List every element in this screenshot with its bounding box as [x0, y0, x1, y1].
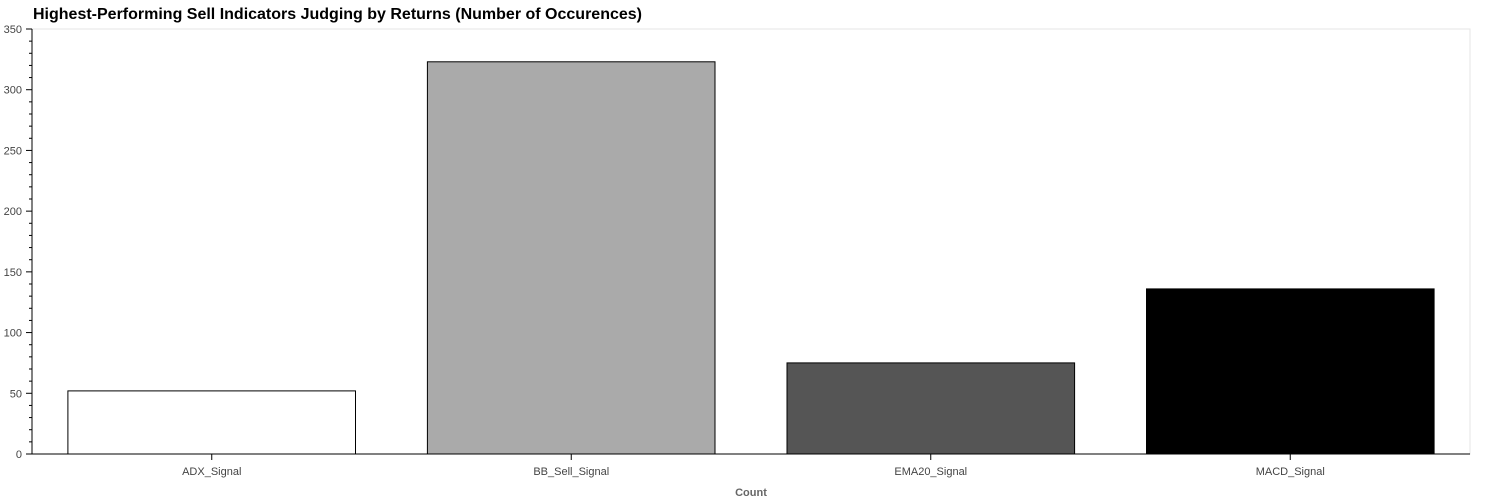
y-tick-label: 150: [4, 267, 22, 279]
bar-adx-signal: [67, 390, 357, 455]
y-tick-label: 200: [4, 206, 22, 218]
y-tick-label: 350: [4, 24, 22, 36]
x-tick-label: MACD_Signal: [1256, 466, 1325, 478]
y-tick-label: 50: [10, 388, 22, 400]
x-axis: ADX_Signal BB_Sell_Signal EMA20_Signal MACD…: [32, 453, 1470, 478]
bar-macd-signal: [1146, 288, 1435, 455]
x-tick-label: EMA20_Signal: [894, 466, 967, 478]
x-axis-label: Count: [735, 487, 767, 499]
y-tick-label: 300: [4, 85, 22, 97]
chart-title: Highest-Performing Sell Indicators Judgi…: [33, 6, 642, 23]
bar-bb-sell-signal: [426, 61, 716, 455]
y-tick-label: 100: [4, 328, 22, 340]
bar-ema20-signal: [786, 362, 1076, 455]
y-tick-label: 250: [4, 145, 22, 157]
x-tick-label: ADX_Signal: [182, 466, 241, 478]
y-tick-label: 0: [16, 449, 22, 461]
x-tick-label: BB_Sell_Signal: [533, 466, 609, 478]
y-axis: 0 50 100 150 200 250 300 350: [4, 24, 33, 461]
bars-layer: [67, 61, 1435, 455]
